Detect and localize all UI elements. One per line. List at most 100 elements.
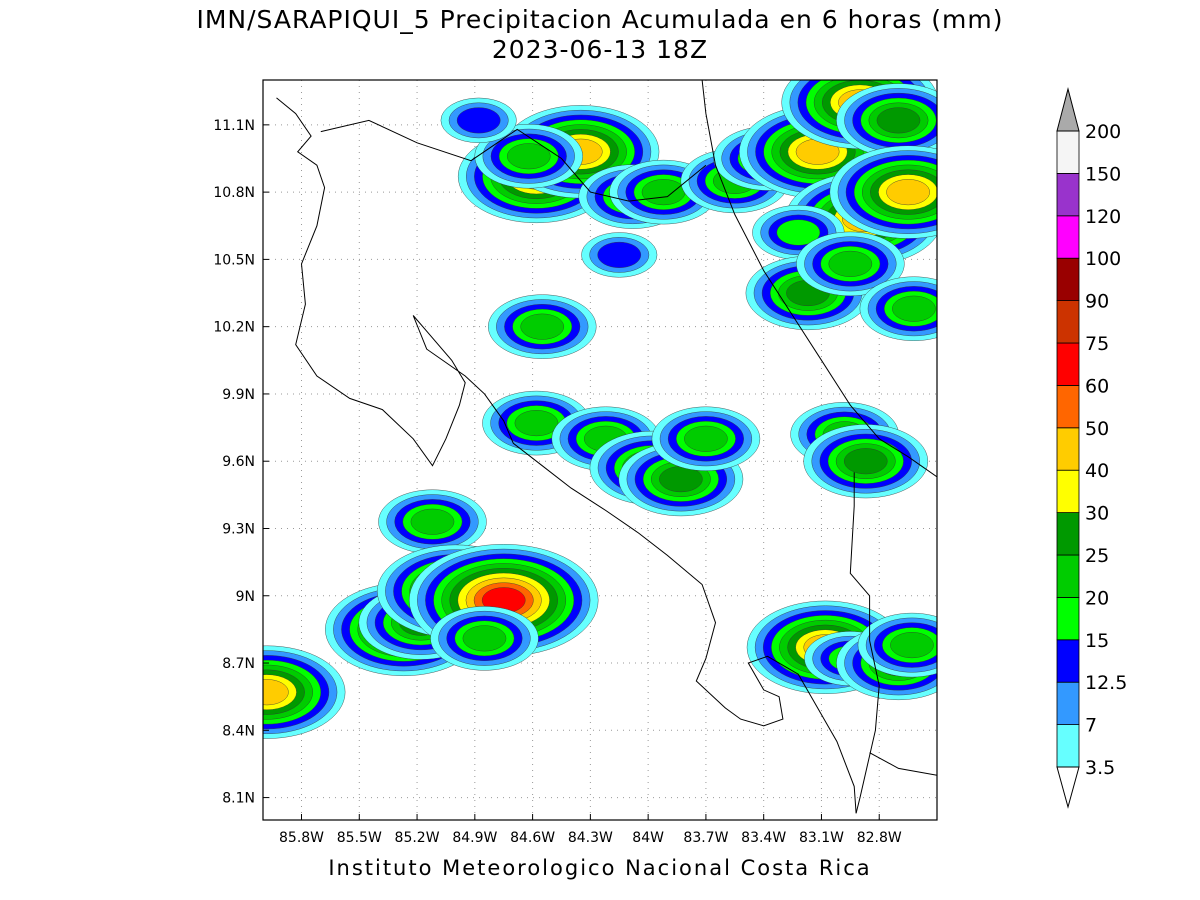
precip-cell xyxy=(836,83,937,158)
precip-contour xyxy=(462,625,507,652)
colorbar-segment xyxy=(1056,300,1080,344)
latitude-axis: 8.1N 8.4N 8.7N 9N 9.3N 9.6N 9.9N 10.2N 10.5N 10.8… xyxy=(213,118,269,807)
chart-subtitle-date: 2023-06-13 18Z xyxy=(491,35,709,64)
coastline-caribbean xyxy=(701,80,937,478)
lat-tick-label: 11.1N xyxy=(213,118,255,134)
colorbar-segment xyxy=(1056,512,1080,556)
colorbar-label: 120 xyxy=(1085,206,1121,228)
lon-tick-label: 82.8W xyxy=(857,830,902,846)
precip-contour xyxy=(886,179,930,206)
chart-title: IMN/SARAPIQUI_5 Precipitacion Acumulada … xyxy=(196,5,1004,34)
precip-cell xyxy=(829,145,937,239)
coastline-layer xyxy=(276,80,937,814)
border-nicaragua xyxy=(320,119,707,202)
lon-tick-label: 84.9W xyxy=(452,830,497,846)
border-panama xyxy=(849,472,880,814)
precip-contour xyxy=(520,313,565,340)
colorbar-segment xyxy=(1056,130,1080,174)
colorbar-segment xyxy=(1056,681,1080,726)
colorbar-segment xyxy=(1056,469,1080,514)
lon-tick-label: 85.8W xyxy=(279,830,324,846)
precip-contour xyxy=(456,107,501,134)
lon-tick-label: 84.6W xyxy=(510,830,555,846)
precip-contour xyxy=(684,425,728,452)
colorbar-label: 30 xyxy=(1085,503,1109,525)
precip-cell xyxy=(440,97,517,143)
precip-contour xyxy=(843,448,888,475)
coastline-pacific xyxy=(276,97,857,814)
precip-contour xyxy=(828,250,873,277)
lat-tick-label: 8.4N xyxy=(222,723,255,739)
colorbar-label: 7 xyxy=(1085,715,1097,737)
precip-contour xyxy=(506,143,551,170)
colorbar-segment xyxy=(1056,342,1080,386)
precip-cell xyxy=(263,645,346,739)
footer-credit: Instituto Meteorologico Nacional Costa R… xyxy=(328,856,872,880)
colorbar-low-arrow xyxy=(1056,766,1080,809)
colorbar-label: 3.5 xyxy=(1085,757,1115,779)
colorbar-segment xyxy=(1056,215,1080,259)
coastline-chiriqui xyxy=(869,752,937,776)
precip-contour xyxy=(876,107,921,134)
precip-cell xyxy=(796,231,905,297)
precip-contour xyxy=(776,219,821,246)
colorbar-label: 50 xyxy=(1085,418,1109,440)
colorbar-label: 25 xyxy=(1085,545,1109,567)
precip-cell xyxy=(488,294,597,359)
colorbar-segment xyxy=(1056,724,1080,768)
colorbar-label: 150 xyxy=(1085,163,1121,185)
precip-contour xyxy=(641,179,686,206)
colorbar-label: 40 xyxy=(1085,460,1109,482)
colorbar-label: 90 xyxy=(1085,291,1109,313)
colorbar-label: 100 xyxy=(1085,248,1121,270)
colorbar-segment xyxy=(1056,384,1080,429)
lon-tick-label: 84W xyxy=(632,830,664,846)
colorbar-segment xyxy=(1056,639,1080,683)
colorbar-segment xyxy=(1056,257,1080,302)
lon-tick-label: 85.2W xyxy=(395,830,440,846)
precipitation-layer xyxy=(263,80,937,739)
lat-tick-label: 9.9N xyxy=(222,387,255,403)
lon-tick-label: 84.3W xyxy=(568,830,613,846)
colorbar-label: 75 xyxy=(1085,333,1109,355)
lon-tick-label: 83.7W xyxy=(683,830,728,846)
precip-contour xyxy=(514,410,559,437)
lat-tick-label: 9.3N xyxy=(222,521,255,537)
precip-cell xyxy=(803,424,929,499)
colorbar-legend: 3.5 7 12.5 15 20 25 30 40 50 60 75 90 100 120 150 200 xyxy=(1056,87,1127,809)
longitude-axis: 85.8W 85.5W 85.2W 84.9W 84.6W 84.3W 84W 83.7W 83… xyxy=(279,814,902,846)
lat-tick-label: 9N xyxy=(236,589,255,605)
plot-frame xyxy=(262,79,938,821)
lat-tick-label: 9.6N xyxy=(222,454,255,470)
lat-tick-label: 10.2N xyxy=(213,320,255,336)
colorbar-label: 60 xyxy=(1085,375,1109,397)
lon-tick-label: 85.5W xyxy=(337,830,382,846)
colorbar-segment xyxy=(1056,427,1080,471)
precip-cell xyxy=(651,406,761,471)
lat-tick-label: 10.8N xyxy=(213,185,255,201)
precip-contour xyxy=(410,508,455,535)
precip-cell xyxy=(859,276,937,341)
lat-tick-label: 8.1N xyxy=(222,791,255,807)
lon-tick-label: 83.4W xyxy=(741,830,786,846)
precip-contour xyxy=(263,679,289,706)
colorbar-label: 20 xyxy=(1085,587,1109,609)
precip-contour xyxy=(597,241,642,268)
colorbar-label: 200 xyxy=(1085,121,1121,143)
precip-cell xyxy=(857,612,937,678)
colorbar-segment xyxy=(1056,172,1080,217)
colorbar-label: 12.5 xyxy=(1085,672,1127,694)
lat-tick-label: 10.5N xyxy=(213,252,255,268)
precip-cell xyxy=(581,232,658,278)
precip-cell xyxy=(430,606,539,671)
colorbar-high-arrow xyxy=(1056,87,1080,132)
lon-tick-label: 83.1W xyxy=(799,830,844,846)
colorbar-segment xyxy=(1056,597,1080,641)
precip-contour xyxy=(890,632,934,659)
precip-cell xyxy=(752,205,845,260)
precip-contour xyxy=(892,295,936,322)
colorbar-segment xyxy=(1056,554,1080,598)
lat-tick-label: 8.7N xyxy=(222,656,255,672)
colorbar-label: 15 xyxy=(1085,630,1109,652)
